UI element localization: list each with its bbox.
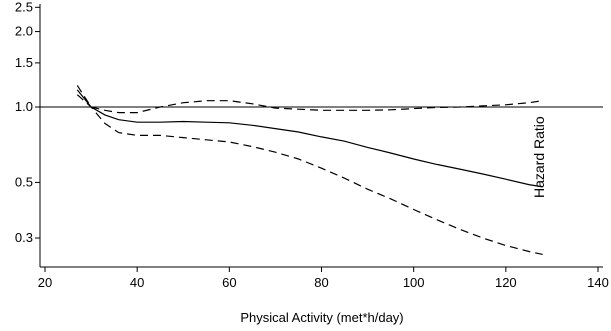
- y-tick-label: 0.5: [15, 174, 33, 189]
- y-tick-label: 2.5: [15, 0, 33, 14]
- x-tick-label: 100: [403, 275, 425, 290]
- y-tick-label: 0.3: [15, 230, 33, 245]
- series-group: [76, 85, 543, 255]
- y-axis-label: Hazard Ratio: [531, 116, 547, 198]
- y-ticks: 0.3 0.5 1.0 1.5 2.0 2.5: [15, 0, 40, 245]
- x-tick-label: 40: [130, 275, 144, 290]
- x-tick-label: 140: [587, 275, 609, 290]
- x-tick-label: 120: [495, 275, 517, 290]
- y-tick-label: 1.0: [15, 99, 33, 114]
- x-tick-label: 20: [38, 275, 52, 290]
- hazard-ratio-line: [76, 89, 543, 188]
- y-tick-label: 2.0: [15, 24, 33, 39]
- y-tick-label: 1.5: [15, 55, 33, 70]
- x-ticks: 20 40 60 80 100 120 140: [38, 267, 609, 290]
- x-tick-label: 80: [314, 275, 328, 290]
- x-tick-label: 60: [222, 275, 236, 290]
- ci-bound-line-1: [76, 85, 543, 114]
- ci-bound-line-2: [76, 94, 543, 255]
- x-axis-label: Physical Activity (met*h/day): [240, 310, 403, 325]
